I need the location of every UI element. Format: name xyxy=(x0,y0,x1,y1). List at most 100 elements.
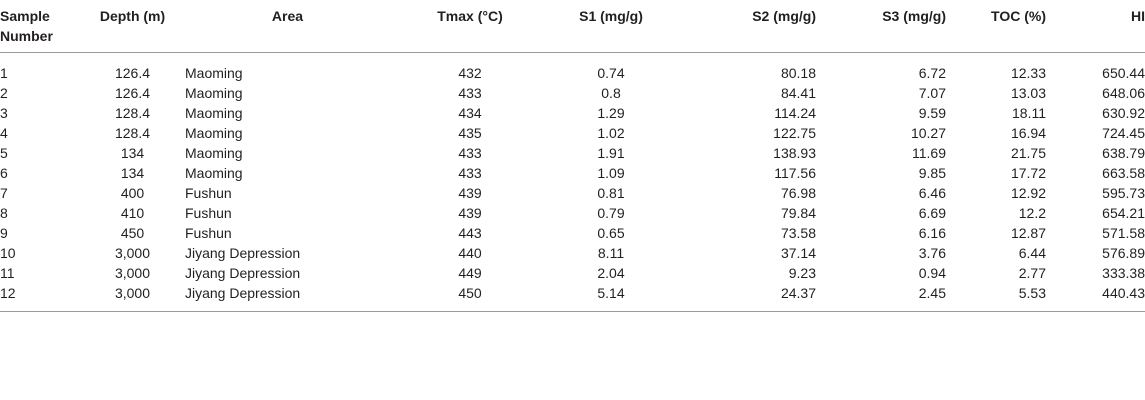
cell-area: Fushun xyxy=(185,185,232,201)
cell-depth: 450 xyxy=(120,225,145,241)
cell-tmax: 439 xyxy=(458,185,482,201)
cell-sample-number: 3 xyxy=(0,105,8,121)
cell-s1: 2.04 xyxy=(597,265,625,281)
cell-sample-number: 1 xyxy=(0,65,8,81)
cell-toc: 16.94 xyxy=(1010,125,1046,141)
cell-s3: 2.45 xyxy=(918,285,946,301)
cell-s1: 1.09 xyxy=(597,165,625,181)
cell-s3: 0.94 xyxy=(918,265,946,281)
cell-s1: 0.74 xyxy=(597,65,625,81)
header-tmax: Tmax (°C) xyxy=(437,8,503,24)
cell-s1: 0.8 xyxy=(601,85,621,101)
cell-s3: 11.69 xyxy=(912,145,946,161)
cell-tmax: 433 xyxy=(458,85,482,101)
table-row: 6 134 Maoming 433 1.09 117.56 9.85 17.72 663.58 xyxy=(0,163,1145,183)
cell-s3: 9.59 xyxy=(918,105,946,121)
cell-s2: 122.75 xyxy=(773,125,816,141)
cell-hi: 650.44 xyxy=(1102,65,1145,81)
cell-s2: 73.58 xyxy=(780,225,816,241)
cell-s1: 0.79 xyxy=(597,205,625,221)
cell-s1: 0.81 xyxy=(597,185,625,201)
cell-sample-number: 5 xyxy=(0,145,8,161)
cell-s1: 0.65 xyxy=(597,225,625,241)
header-s3: S3 (mg/g) xyxy=(882,8,946,24)
cell-hi: 724.45 xyxy=(1102,125,1145,141)
table-row: 3 128.4 Maoming 434 1.29 114.24 9.59 18.11 630.9… xyxy=(0,103,1145,123)
cell-area: Fushun xyxy=(185,225,232,241)
cell-toc: 2.77 xyxy=(1018,265,1046,281)
cell-hi: 630.92 xyxy=(1102,105,1145,121)
cell-tmax: 434 xyxy=(458,105,482,121)
cell-s1: 1.02 xyxy=(597,125,625,141)
cell-sample-number: 7 xyxy=(0,185,8,201)
cell-toc: 18.11 xyxy=(1012,105,1046,121)
cell-s2: 138.93 xyxy=(773,145,816,161)
cell-hi: 648.06 xyxy=(1102,85,1145,101)
table-row: 12 3,000 Jiyang Depression 450 5.14 24.37 2.45… xyxy=(0,283,1145,312)
cell-area: Jiyang Depression xyxy=(185,265,301,281)
cell-tmax: 443 xyxy=(458,225,482,241)
cell-hi: 440.43 xyxy=(1102,285,1145,301)
cell-sample-number: 2 xyxy=(0,85,8,101)
cell-sample-number: 12 xyxy=(0,285,16,301)
cell-depth: 3,000 xyxy=(114,245,151,261)
cell-area: Maoming xyxy=(185,85,243,101)
cell-toc: 12.2 xyxy=(1018,205,1046,221)
cell-area: Maoming xyxy=(185,145,243,161)
cell-s3: 6.69 xyxy=(918,205,946,221)
cell-depth: 410 xyxy=(120,205,145,221)
cell-s3: 7.07 xyxy=(918,85,946,101)
cell-s3: 10.27 xyxy=(910,125,946,141)
table-header: Sample Number Depth (m) Area Tmax (°C) S… xyxy=(0,0,1145,53)
cell-s2: 114.24 xyxy=(774,105,816,121)
cell-hi: 571.58 xyxy=(1102,225,1145,241)
cell-area: Jiyang Depression xyxy=(185,245,301,261)
cell-area: Maoming xyxy=(185,125,243,141)
cell-s3: 6.16 xyxy=(918,225,946,241)
cell-s1: 1.91 xyxy=(597,145,625,161)
cell-s3: 3.76 xyxy=(918,245,946,261)
cell-tmax: 449 xyxy=(458,265,482,281)
header-hi: HI xyxy=(1131,8,1145,24)
cell-s2: 24.37 xyxy=(780,285,816,301)
table-row: 11 3,000 Jiyang Depression 449 2.04 9.23 0.94 2… xyxy=(0,263,1145,283)
table-row: 2 126.4 Maoming 433 0.8 84.41 7.07 13.03 648.06 xyxy=(0,83,1145,103)
cell-depth: 128.4 xyxy=(114,105,151,121)
table-row: 5 134 Maoming 433 1.91 138.93 11.69 21.75 638.79 xyxy=(0,143,1145,163)
cell-tmax: 450 xyxy=(458,285,482,301)
cell-s3: 6.72 xyxy=(918,65,946,81)
cell-s2: 76.98 xyxy=(780,185,816,201)
cell-area: Jiyang Depression xyxy=(185,285,301,301)
cell-s1: 8.11 xyxy=(597,245,625,261)
cell-toc: 17.72 xyxy=(1010,165,1046,181)
header-s2: S2 (mg/g) xyxy=(752,8,816,24)
cell-depth: 126.4 xyxy=(114,85,151,101)
cell-sample-number: 6 xyxy=(0,165,8,181)
cell-hi: 595.73 xyxy=(1102,185,1145,201)
cell-toc: 21.75 xyxy=(1010,145,1046,161)
cell-s2: 84.41 xyxy=(780,85,816,101)
cell-depth: 3,000 xyxy=(114,265,151,281)
rock-eval-table: Sample Number Depth (m) Area Tmax (°C) S… xyxy=(0,0,1145,312)
cell-tmax: 440 xyxy=(458,245,482,261)
table-row: 7 400 Fushun 439 0.81 76.98 6.46 12.92 595.73 xyxy=(0,183,1145,203)
table-row: 1 126.4 Maoming 432 0.74 80.18 6.72 12.33 650.44 xyxy=(0,53,1145,84)
cell-area: Maoming xyxy=(185,105,243,121)
cell-hi: 333.38 xyxy=(1102,265,1145,281)
cell-hi: 654.21 xyxy=(1102,205,1145,221)
cell-s2: 79.84 xyxy=(780,205,816,221)
cell-area: Maoming xyxy=(185,65,243,81)
cell-hi: 576.89 xyxy=(1102,245,1145,261)
cell-tmax: 432 xyxy=(458,65,482,81)
cell-tmax: 433 xyxy=(458,165,482,181)
header-toc: TOC (%) xyxy=(991,8,1046,24)
cell-tmax: 439 xyxy=(458,205,482,221)
cell-depth: 134 xyxy=(120,165,145,181)
cell-depth: 126.4 xyxy=(114,65,151,81)
cell-area: Fushun xyxy=(185,205,232,221)
cell-toc: 5.53 xyxy=(1018,285,1046,301)
cell-area: Maoming xyxy=(185,165,243,181)
cell-toc: 12.92 xyxy=(1010,185,1046,201)
cell-s1: 5.14 xyxy=(597,285,625,301)
